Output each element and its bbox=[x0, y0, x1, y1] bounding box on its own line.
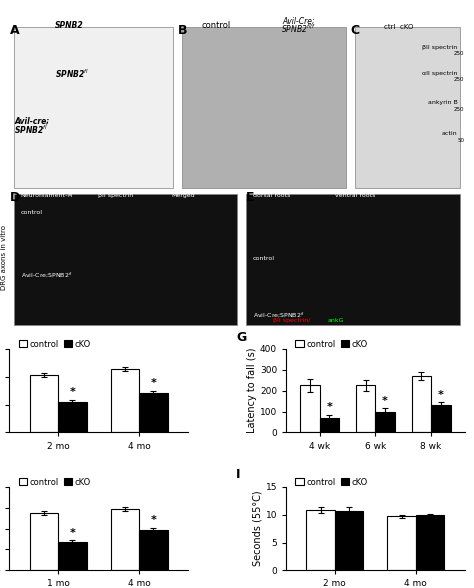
Y-axis label: Seconds (55°C): Seconds (55°C) bbox=[253, 491, 263, 566]
Text: *: * bbox=[151, 378, 156, 388]
Bar bbox=[139, 530, 168, 570]
Text: SPNB2$^{fl}$: SPNB2$^{fl}$ bbox=[14, 123, 48, 136]
Bar bbox=[58, 402, 87, 433]
Bar bbox=[182, 27, 346, 188]
Bar bbox=[356, 27, 460, 188]
Bar bbox=[58, 542, 87, 570]
Text: Neurofilament-M: Neurofilament-M bbox=[21, 193, 73, 198]
Text: 50: 50 bbox=[457, 138, 464, 143]
Text: 250: 250 bbox=[454, 51, 464, 56]
Text: actin: actin bbox=[442, 132, 458, 136]
Bar bbox=[111, 509, 139, 570]
Text: ankG: ankG bbox=[328, 318, 345, 323]
Bar bbox=[416, 515, 444, 570]
Text: SPNB2$^{fl}$: SPNB2$^{fl}$ bbox=[55, 68, 89, 80]
Text: 250: 250 bbox=[454, 106, 464, 112]
Text: ctrl  cKO: ctrl cKO bbox=[384, 25, 413, 31]
Bar bbox=[139, 393, 168, 433]
Text: E: E bbox=[246, 191, 255, 204]
Bar bbox=[111, 369, 139, 433]
Text: control: control bbox=[21, 210, 43, 215]
Text: Merged: Merged bbox=[171, 193, 195, 198]
Text: Avil-Cre;: Avil-Cre; bbox=[282, 17, 315, 26]
Text: I: I bbox=[236, 469, 241, 482]
Text: *: * bbox=[438, 390, 444, 400]
Bar bbox=[14, 27, 173, 188]
Text: SPNB2$^{fl/f}$: SPNB2$^{fl/f}$ bbox=[281, 23, 316, 35]
Text: A: A bbox=[9, 24, 19, 37]
Bar bbox=[319, 418, 339, 433]
Bar bbox=[387, 516, 416, 570]
Text: *: * bbox=[382, 396, 388, 406]
Bar bbox=[14, 195, 237, 325]
Text: Avil-Cre;SPNB2$^{fl}$: Avil-Cre;SPNB2$^{fl}$ bbox=[253, 310, 305, 319]
Text: *: * bbox=[327, 402, 332, 412]
Text: αII spectrin: αII spectrin bbox=[422, 71, 458, 76]
Text: SPNB2: SPNB2 bbox=[55, 22, 83, 31]
Text: 250: 250 bbox=[454, 77, 464, 82]
Text: βII spectrin: βII spectrin bbox=[98, 193, 134, 198]
Legend: control, cKO: control, cKO bbox=[294, 476, 369, 488]
Legend: control, cKO: control, cKO bbox=[294, 338, 369, 350]
Text: DRG axons in vitro: DRG axons in vitro bbox=[1, 225, 7, 290]
Text: dorsal roots: dorsal roots bbox=[253, 193, 290, 198]
Text: G: G bbox=[236, 330, 246, 343]
Bar bbox=[335, 512, 363, 570]
Bar bbox=[30, 513, 58, 570]
Text: Avil-cre;: Avil-cre; bbox=[14, 116, 49, 125]
Text: ventral roots: ventral roots bbox=[335, 193, 375, 198]
Text: B: B bbox=[178, 24, 187, 37]
Text: *: * bbox=[151, 515, 156, 525]
Bar bbox=[411, 376, 431, 433]
Text: ankyrin B: ankyrin B bbox=[428, 101, 458, 105]
Bar bbox=[30, 375, 58, 433]
Bar bbox=[431, 405, 451, 433]
Text: D: D bbox=[9, 191, 20, 204]
Text: Avil-Cre;SPNB2$^{fl}$: Avil-Cre;SPNB2$^{fl}$ bbox=[21, 270, 73, 279]
Text: *: * bbox=[69, 387, 75, 397]
Text: C: C bbox=[351, 24, 360, 37]
Text: *: * bbox=[69, 527, 75, 537]
Y-axis label: Latency to fall (s): Latency to fall (s) bbox=[247, 348, 257, 433]
Bar bbox=[375, 412, 395, 433]
Bar bbox=[306, 510, 335, 570]
Text: control: control bbox=[202, 22, 231, 31]
Bar bbox=[300, 386, 319, 433]
Bar bbox=[356, 386, 375, 433]
Bar bbox=[246, 195, 460, 325]
Text: control: control bbox=[253, 256, 275, 261]
Legend: control, cKO: control, cKO bbox=[17, 476, 93, 488]
Text: βII spectrin/: βII spectrin/ bbox=[273, 318, 311, 323]
Text: βII spectrin: βII spectrin bbox=[422, 45, 458, 49]
Legend: control, cKO: control, cKO bbox=[17, 338, 93, 350]
